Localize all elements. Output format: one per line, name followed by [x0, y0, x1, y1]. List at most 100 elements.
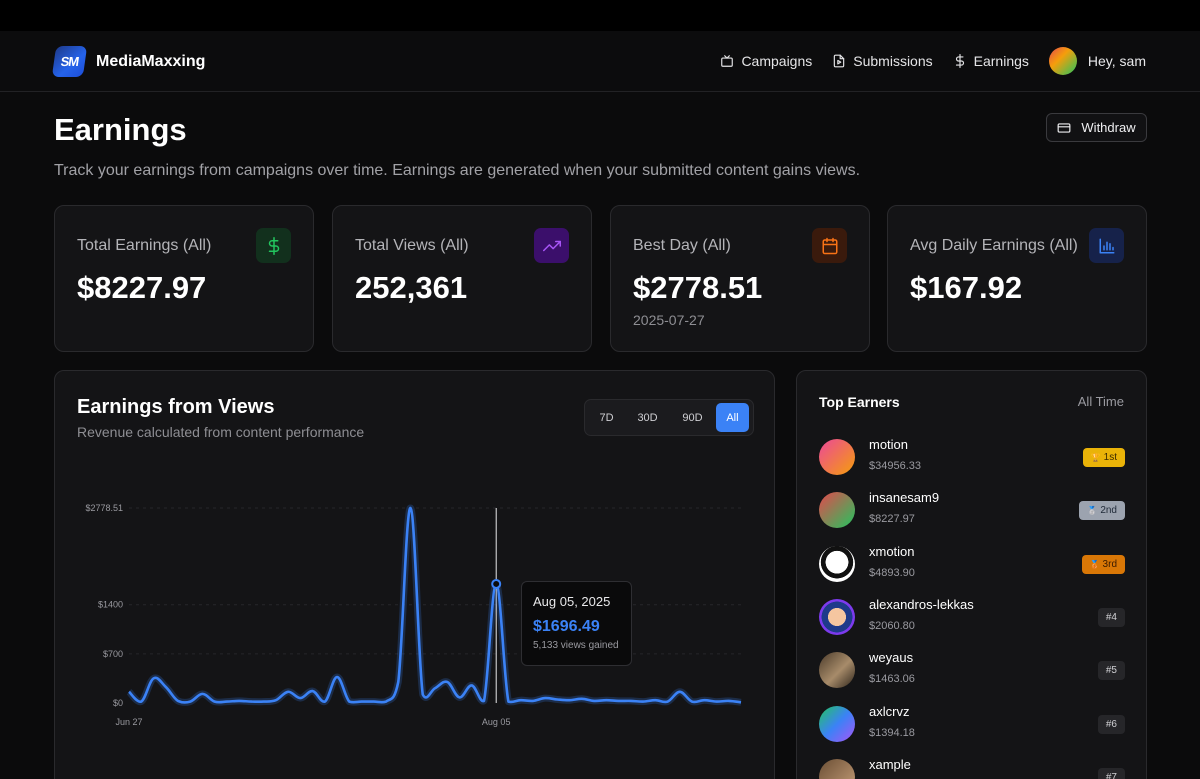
- rank-badge: #4: [1097, 607, 1125, 627]
- brand[interactable]: SM MediaMaxxing: [51, 46, 206, 77]
- stat-value: $2778.51: [633, 270, 763, 305]
- series-line: [128, 506, 742, 704]
- rank-label: 2nd: [1100, 505, 1117, 517]
- top-navbar: SM MediaMaxxing Campaigns Submissions Ea…: [0, 31, 1200, 92]
- dollar-icon: [268, 236, 279, 255]
- rank-label: #6: [1105, 718, 1117, 730]
- leaderboard-row[interactable]: alexandros-lekkas $2060.80 #4: [819, 597, 1125, 637]
- avatar: [819, 705, 855, 742]
- y-tick-label: $700: [103, 649, 123, 659]
- user-greeting: Hey, sam: [1087, 53, 1146, 69]
- main-nav: Campaigns Submissions Earnings Hey, sam: [720, 47, 1146, 75]
- leaderboard-name: axlcrvz: [869, 703, 910, 719]
- leaderboard-amount: $1463.06: [869, 673, 915, 686]
- medal-icon: 🏆: [1090, 453, 1101, 462]
- stat-label: Total Earnings (All): [77, 237, 212, 254]
- stat-value: $167.92: [910, 270, 1023, 305]
- stat-icon-wrapper: [1089, 228, 1124, 263]
- page-description: Track your earnings from campaigns over …: [54, 162, 861, 179]
- rank-label: 1st: [1103, 452, 1117, 463]
- file-play-icon: [834, 54, 845, 68]
- chart-title: Earnings from Views: [77, 396, 275, 418]
- trending-up-icon: [542, 240, 561, 251]
- leaderboard-name: alexandros-lekkas: [869, 596, 974, 612]
- leaderboard-row[interactable]: axlcrvz $1394.18 #6: [819, 704, 1125, 744]
- leaderboard-period[interactable]: All Time: [1077, 394, 1124, 409]
- rank-badge: #6: [1097, 714, 1125, 734]
- rank-badge: 🏆 1st: [1082, 448, 1125, 467]
- stat-label: Total Views (All): [355, 237, 469, 254]
- nav-item-label: Submissions: [853, 53, 933, 69]
- credit-card-icon: [1057, 122, 1071, 133]
- dollar-icon: [955, 54, 964, 68]
- nav-item-label: Campaigns: [741, 53, 813, 69]
- rank-badge: 🥈 2nd: [1079, 501, 1125, 521]
- avatar: [819, 439, 855, 475]
- leaderboard-name: weyaus: [869, 650, 914, 666]
- withdraw-label: Withdraw: [1081, 120, 1136, 135]
- leaderboard-name: xample: [869, 756, 911, 772]
- chart-subtitle: Revenue calculated from content performa…: [77, 424, 365, 440]
- tooltip-views: 5,133 views gained: [533, 640, 619, 651]
- rank-label: #5: [1105, 665, 1117, 677]
- stat-icon-wrapper: [256, 228, 291, 263]
- leaderboard-amount: $34956.33: [869, 460, 921, 472]
- y-tick-label: $0: [113, 698, 123, 708]
- bar-chart-icon: [1099, 238, 1114, 253]
- brand-logo: SM: [51, 46, 88, 77]
- leaderboard-row[interactable]: xample #7: [819, 757, 1125, 779]
- avatar: [819, 492, 855, 529]
- x-tick-label: Aug 05: [482, 717, 511, 727]
- range-button-30d[interactable]: 30D: [637, 411, 658, 424]
- nav-item-campaigns[interactable]: Campaigns: [720, 53, 812, 69]
- leaderboard-amount: $2060.80: [869, 619, 915, 632]
- rank-badge: #7: [1097, 767, 1125, 779]
- withdraw-button[interactable]: Withdraw: [1046, 113, 1147, 142]
- leaderboard-amount: $1394.18: [869, 726, 915, 739]
- leaderboard-title: Top Earners: [819, 394, 900, 410]
- top-earners-card: Top Earners All Time motion $34956.33 🏆 1st…: [796, 370, 1147, 779]
- leaderboard-row[interactable]: insanesam9 $8227.97 🥈 2nd: [819, 490, 1125, 530]
- leaderboard-amount: $4893.90: [869, 566, 915, 579]
- rank-badge: #5: [1097, 661, 1125, 681]
- leaderboard-row[interactable]: xmotion $4893.90 🥉 3rd: [819, 544, 1125, 584]
- highlight-point: [491, 578, 502, 589]
- stat-icon-wrapper: [812, 228, 847, 263]
- range-button-7d[interactable]: 7D: [599, 411, 614, 424]
- earnings-line-chart[interactable]: $0 $700 $1400 $2778.51 Jun 27 Aug 05: [55, 371, 775, 779]
- leaderboard-amount: $8227.97: [869, 513, 915, 526]
- avatar: [819, 598, 855, 635]
- leaderboard-row[interactable]: motion $34956.33 🏆 1st: [819, 437, 1125, 477]
- tv-icon: [721, 55, 734, 67]
- leaderboard-row[interactable]: weyaus $1463.06 #5: [819, 650, 1125, 690]
- top-strip: [0, 0, 1200, 31]
- earnings-chart-card: Earnings from Views Revenue calculated f…: [54, 370, 775, 779]
- stat-card-avg-daily: Avg Daily Earnings (All) $167.92: [887, 205, 1147, 352]
- rank-label: 3rd: [1102, 558, 1117, 570]
- range-button-all[interactable]: All: [715, 403, 750, 432]
- stat-card-best-day: Best Day (All) $2778.51 2025-07-27: [610, 205, 870, 352]
- tooltip-date: Aug 05, 2025: [533, 594, 611, 609]
- stat-icon-wrapper: [534, 228, 569, 263]
- nav-item-label: Earnings: [973, 53, 1029, 69]
- stat-sub: 2025-07-27: [633, 312, 705, 328]
- nav-item-submissions[interactable]: Submissions: [832, 53, 933, 69]
- medal-icon: 🥉: [1089, 559, 1100, 569]
- user-menu[interactable]: Hey, sam: [1048, 47, 1146, 75]
- chart-tooltip: Aug 05, 2025 $1696.49 5,133 views gained: [521, 581, 632, 666]
- y-tick-label: $1400: [98, 600, 123, 610]
- brand-name: MediaMaxxing: [96, 52, 206, 70]
- y-tick-label: $2778.51: [85, 503, 123, 513]
- tooltip-value: $1696.49: [533, 618, 600, 635]
- range-button-90d[interactable]: 90D: [682, 411, 703, 424]
- stat-label: Avg Daily Earnings (All): [910, 237, 1078, 254]
- stat-label: Best Day (All): [633, 237, 731, 254]
- stat-card-total-views: Total Views (All) 252,361: [332, 205, 592, 352]
- stat-value: 252,361: [355, 270, 468, 305]
- rank-label: #4: [1105, 611, 1117, 623]
- leaderboard-name: motion: [869, 437, 909, 452]
- nav-item-earnings[interactable]: Earnings: [953, 53, 1029, 69]
- page-title: Earnings: [54, 112, 187, 147]
- calendar-icon: [822, 237, 837, 254]
- leaderboard-name: insanesam9: [869, 490, 940, 506]
